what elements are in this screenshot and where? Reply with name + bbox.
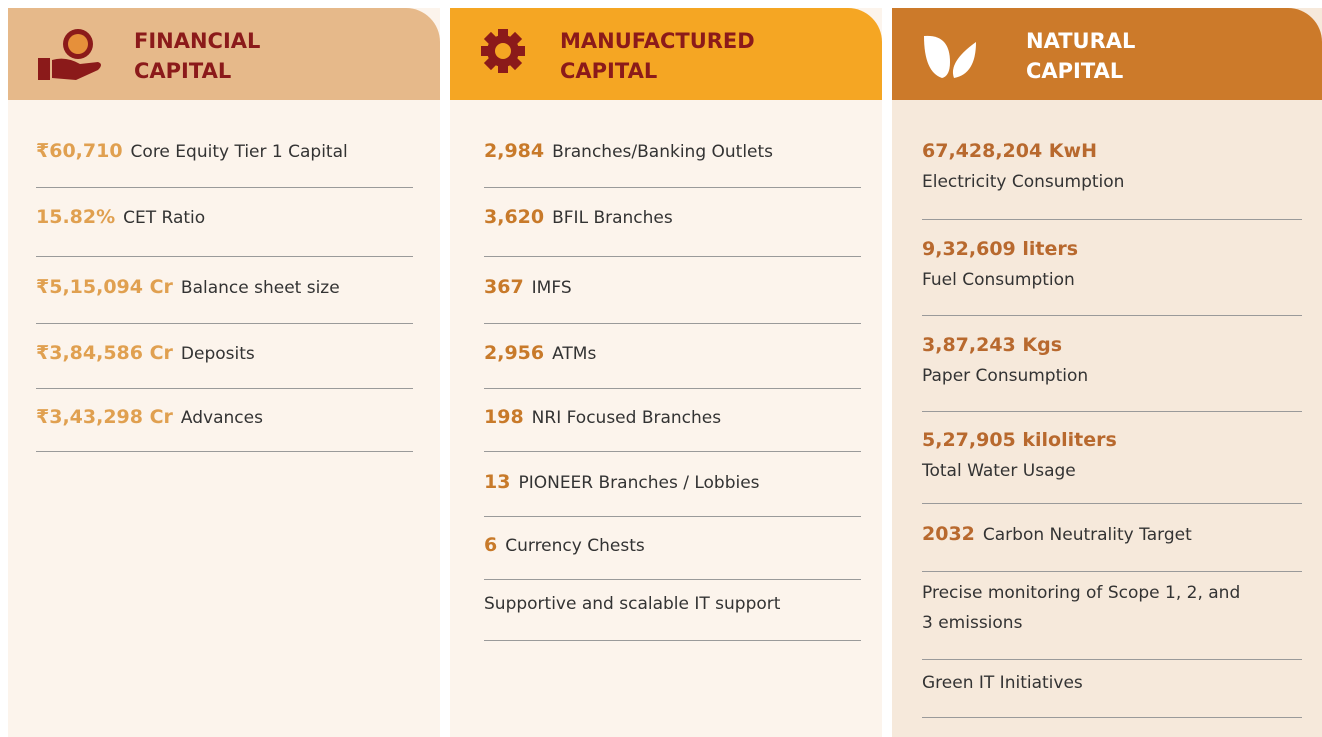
column-title: FINANCIAL CAPITAL: [134, 29, 261, 83]
icon: [924, 35, 976, 78]
item-value: 2,956: [484, 342, 545, 364]
item-label: Supportive and scalable IT support: [484, 594, 781, 614]
item-value: 15.82%: [36, 206, 116, 228]
item: Green IT Initiatives: [922, 668, 1242, 698]
item-label: Fuel Consumption: [922, 270, 1075, 290]
column-title: MANUFACTURED CAPITAL: [560, 29, 755, 83]
divider: [484, 323, 861, 324]
item: 198 NRI Focused Branches: [484, 402, 861, 433]
column: NATURAL CAPITAL 67,428,204 KwH Electricit…: [892, 8, 1322, 737]
icon: [38, 29, 101, 80]
divider: [922, 411, 1302, 412]
item-label: CET Ratio: [123, 208, 206, 228]
item-value: 3,87,243 Kgs: [922, 334, 1063, 356]
item-label: Balance sheet size: [180, 278, 340, 298]
item-label: Branches/Banking Outlets: [552, 142, 774, 162]
item-value: 13: [484, 471, 511, 493]
item: ₹60,710 Core Equity Tier 1 Capital: [36, 136, 413, 167]
divider: [484, 256, 861, 257]
item-value: 367: [484, 276, 524, 298]
item-value: 3,620: [484, 206, 545, 228]
divider: [484, 451, 861, 452]
item: Supportive and scalable IT support: [484, 589, 861, 619]
item: 367 IMFS: [484, 272, 861, 303]
divider: [484, 516, 861, 517]
item: 2,984 Branches/Banking Outlets: [484, 136, 861, 167]
item-label: IMFS: [531, 278, 572, 298]
item-value: ₹3,43,298 Cr: [36, 406, 173, 428]
column: FINANCIAL CAPITAL ₹60,710 Core Equity Tie…: [8, 8, 440, 737]
divider: [484, 640, 861, 641]
item-label: PIONEER Branches / Lobbies: [518, 473, 760, 493]
divider: [484, 579, 861, 580]
divider: [484, 187, 861, 188]
item-value: ₹60,710: [36, 140, 123, 162]
divider: [922, 315, 1302, 316]
divider: [484, 388, 861, 389]
item: ₹5,15,094 Cr Balance sheet size: [36, 272, 413, 303]
column-header: FINANCIAL CAPITAL: [8, 8, 440, 100]
item-label: Advances: [180, 408, 263, 428]
item-value: 2032: [922, 523, 975, 545]
item-value: 67,428,204 KwH: [922, 140, 1097, 162]
divider: [36, 388, 413, 389]
item-label: Carbon Neutrality Target: [982, 525, 1192, 545]
divider: [36, 256, 413, 257]
divider: [36, 323, 413, 324]
item-value: ₹5,15,094 Cr: [36, 276, 173, 298]
item-label: Core Equity Tier 1 Capital: [130, 142, 348, 162]
item: 6 Currency Chests: [484, 530, 861, 561]
item: 67,428,204 KwH Electricity Consumption: [922, 136, 1302, 197]
divider: [922, 659, 1302, 660]
item: Precise monitoring of Scope 1, 2, and 3 …: [922, 578, 1242, 638]
item-label: Electricity Consumption: [922, 172, 1125, 192]
column-title: NATURAL CAPITAL: [1026, 29, 1136, 83]
divider: [922, 717, 1302, 718]
divider: [922, 219, 1302, 220]
item: 2032 Carbon Neutrality Target: [922, 519, 1302, 550]
item: 15.82% CET Ratio: [36, 202, 413, 233]
column: MANUFACTURED CAPITAL 2,984 Branches/Banki…: [450, 8, 882, 737]
divider: [922, 571, 1302, 572]
column-header: NATURAL CAPITAL: [892, 8, 1322, 100]
item-value: 9,32,609 liters: [922, 238, 1079, 260]
item: 5,27,905 kiloliters Total Water Usage: [922, 425, 1302, 486]
item: ₹3,43,298 Cr Advances: [36, 402, 413, 433]
item: 3,620 BFIL Branches: [484, 202, 861, 233]
item-label: Precise monitoring of Scope 1, 2, and 3 …: [922, 583, 1241, 633]
item-value: 2,984: [484, 140, 545, 162]
item: 13 PIONEER Branches / Lobbies: [484, 467, 861, 498]
item: 9,32,609 liters Fuel Consumption: [922, 234, 1302, 295]
item: ₹3,84,586 Cr Deposits: [36, 338, 413, 369]
item-label: Paper Consumption: [922, 366, 1089, 386]
item-value: 5,27,905 kiloliters: [922, 429, 1117, 451]
item: 3,87,243 Kgs Paper Consumption: [922, 330, 1302, 391]
item-label: ATMs: [552, 344, 597, 364]
item-label: Deposits: [180, 344, 255, 364]
item-label: Currency Chests: [505, 536, 645, 556]
item: 2,956 ATMs: [484, 338, 861, 369]
item-label: Total Water Usage: [922, 461, 1076, 481]
divider: [36, 187, 413, 188]
column-header: MANUFACTURED CAPITAL: [450, 8, 882, 100]
item-value: ₹3,84,586 Cr: [36, 342, 173, 364]
item-value: 198: [484, 406, 524, 428]
item-value: 6: [484, 534, 498, 556]
icon: [481, 29, 525, 73]
divider: [36, 451, 413, 452]
item-label: NRI Focused Branches: [531, 408, 722, 428]
divider: [922, 503, 1302, 504]
item-label: BFIL Branches: [552, 208, 673, 228]
item-label: Green IT Initiatives: [922, 673, 1083, 693]
